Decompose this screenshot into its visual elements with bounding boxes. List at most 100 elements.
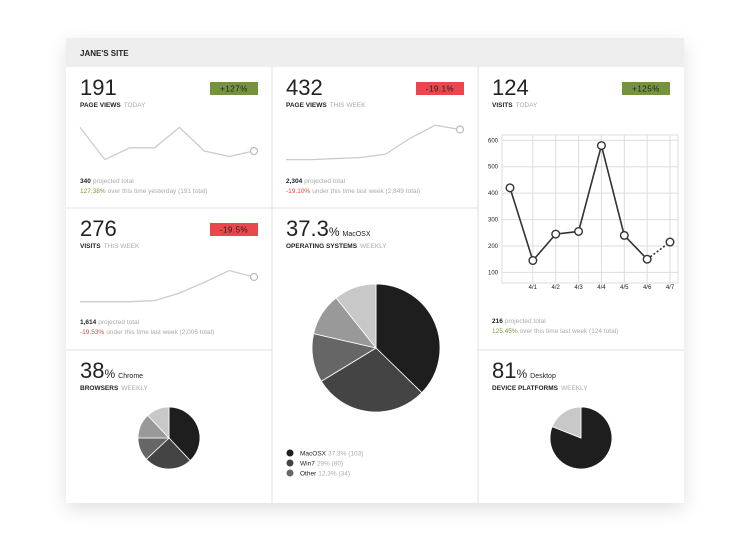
pie-slice xyxy=(320,347,423,413)
total: 1,614 xyxy=(80,319,97,326)
spark-end xyxy=(249,272,259,282)
legend-name: Win7 xyxy=(300,461,315,468)
spark-end xyxy=(455,125,465,134)
badge-text: +125% xyxy=(632,85,660,94)
label: BROWSERS xyxy=(80,385,119,392)
headline-unit: % xyxy=(329,225,340,239)
headline-value: 81 xyxy=(492,358,516,383)
period: THIS WEEK xyxy=(330,102,366,109)
headline-sub: Chrome xyxy=(118,373,143,380)
point xyxy=(619,230,629,240)
total-text: projected total xyxy=(505,318,546,325)
footer-total: 1,614 projected total xyxy=(80,319,140,326)
legend-name: MacOSX xyxy=(300,451,327,458)
badge-text: +127% xyxy=(220,85,248,94)
point xyxy=(505,183,515,193)
badge xyxy=(416,82,464,95)
pie-slice xyxy=(168,406,201,462)
headline: 37.3% MacOSX xyxy=(286,216,371,241)
y-tick-label: 400 xyxy=(488,191,499,197)
label: OPERATING SYSTEMS xyxy=(286,243,358,250)
point xyxy=(551,229,561,239)
pie-slice xyxy=(147,406,170,440)
period: THIS WEEK xyxy=(104,243,140,250)
total-text: projected total xyxy=(304,178,345,185)
label: DEVICE PLATFORMS xyxy=(492,385,559,392)
headline-sub: MacOSX xyxy=(343,231,371,238)
footer-total: 2,304 projected total xyxy=(286,178,346,185)
headline: 191 xyxy=(80,75,117,100)
metric-label: BROWSERS WEEKLY xyxy=(80,385,149,392)
headline: 124 xyxy=(492,75,529,100)
change: -19.10% xyxy=(286,188,310,195)
sparkline xyxy=(286,124,461,161)
pie-slice xyxy=(375,283,441,394)
footer-change: -19.53% under this time last week (2,006 … xyxy=(80,329,214,336)
change-text: over this time yesterday (191 total) xyxy=(108,188,208,195)
headline-unit: % xyxy=(104,367,115,381)
legend-swatch xyxy=(286,469,294,477)
total: 340 xyxy=(80,178,91,185)
change-text: under this time last week (2,006 total) xyxy=(106,329,214,336)
period: WEEKLY xyxy=(360,243,387,250)
metric-label: DEVICE PLATFORMS WEEKLY xyxy=(492,385,588,392)
change-text: over this time last week (124 total) xyxy=(520,328,619,335)
metric-label: VISITS THIS WEEK xyxy=(80,243,140,250)
headline-unit: % xyxy=(516,367,527,381)
headline: 432 xyxy=(286,75,323,100)
point xyxy=(665,237,675,247)
x-tick-label: 4/2 xyxy=(552,285,561,291)
label: VISITS xyxy=(492,102,513,109)
pie-slice xyxy=(145,437,191,470)
header-bar xyxy=(66,38,684,67)
badge-text: -19.1% xyxy=(426,85,454,94)
label: PAGE VIEWS xyxy=(80,102,121,109)
label: PAGE VIEWS xyxy=(286,102,327,109)
headline-value: 432 xyxy=(286,75,323,100)
footer-total: 340 projected total xyxy=(80,178,134,185)
badge xyxy=(622,82,670,95)
change: -19.53% xyxy=(80,329,104,336)
headline-value: 124 xyxy=(492,75,529,100)
metric-label: VISITS TODAY xyxy=(492,102,538,109)
pie-slice xyxy=(335,283,377,350)
total: 2,304 xyxy=(286,178,303,185)
y-tick-label: 100 xyxy=(488,270,499,276)
footer-change: 125.45% over this time last week (124 tot… xyxy=(492,328,618,335)
x-tick-label: 4/4 xyxy=(597,285,606,291)
change: 127.38% xyxy=(80,188,106,195)
period: WEEKLY xyxy=(561,385,588,392)
metric-label: OPERATING SYSTEMS WEEKLY xyxy=(286,243,387,250)
y-tick-label: 300 xyxy=(488,218,499,224)
period: TODAY xyxy=(124,102,146,109)
total-text: projected total xyxy=(98,319,139,326)
badge xyxy=(210,82,258,95)
x-tick-label: 4/6 xyxy=(643,285,652,291)
headline-value: 38 xyxy=(80,358,104,383)
x-tick-label: 4/5 xyxy=(620,285,629,291)
y-tick-label: 200 xyxy=(488,244,499,250)
footer-change: 127.38% over this time yesterday (191 tot… xyxy=(80,188,207,195)
headline: 81% Desktop xyxy=(492,358,556,383)
footer-change: -19.10% under this time last week (2,849 … xyxy=(286,188,420,195)
badge-text: -19.5% xyxy=(220,226,248,235)
sparkline xyxy=(79,126,255,161)
total: 216 xyxy=(492,318,503,325)
legend-swatch xyxy=(286,459,294,467)
period: TODAY xyxy=(516,102,538,109)
headline: 38% Chrome xyxy=(80,358,143,383)
x-tick-label: 4/1 xyxy=(529,285,538,291)
legend-value: 37.3% (103) xyxy=(328,451,363,458)
site-title: JANE'S SITE xyxy=(80,49,129,58)
metric-label: PAGE VIEWS TODAY xyxy=(80,102,146,109)
headline-sub: Desktop xyxy=(530,373,556,380)
point xyxy=(574,226,584,236)
legend-item: Win7 29% (80) xyxy=(300,461,343,468)
headline-value: 37.3 xyxy=(286,216,329,241)
legend-swatch xyxy=(286,449,294,457)
badge xyxy=(210,223,258,236)
headline-value: 276 xyxy=(80,216,117,241)
point xyxy=(642,254,652,264)
legend-item: MacOSX 37.3% (103) xyxy=(300,451,363,458)
